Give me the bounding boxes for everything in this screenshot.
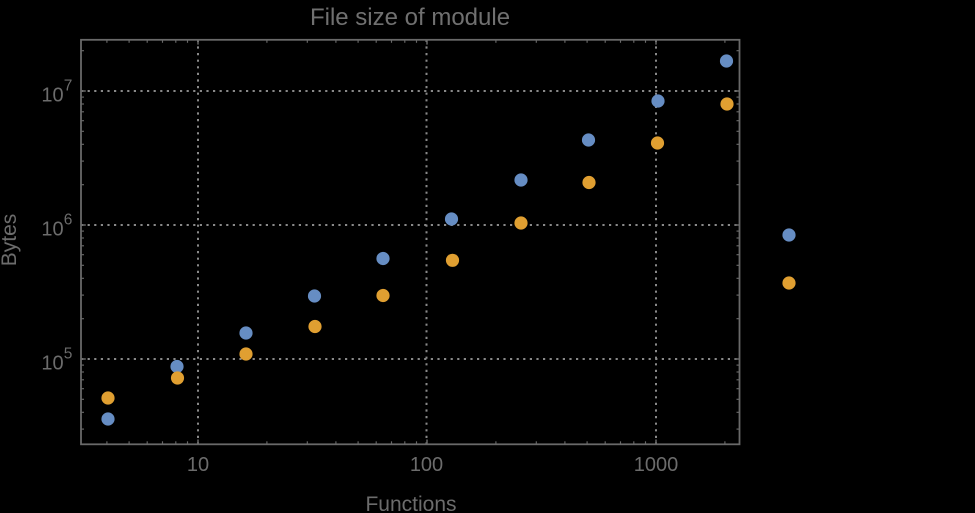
svg-text:5: 5 [64,346,73,363]
svg-text:File size of module: File size of module [310,4,510,31]
svg-text:7: 7 [64,78,73,95]
svg-text:1000: 1000 [634,454,679,476]
svg-text:Bytes: Bytes [0,214,21,267]
svg-text:100: 100 [410,454,443,476]
svg-text:10: 10 [41,219,63,241]
svg-text:10: 10 [187,454,209,476]
svg-text:10: 10 [41,85,63,107]
svg-text:Functions: Functions [365,493,456,513]
svg-text:6: 6 [64,212,73,229]
svg-text:10: 10 [41,353,63,375]
